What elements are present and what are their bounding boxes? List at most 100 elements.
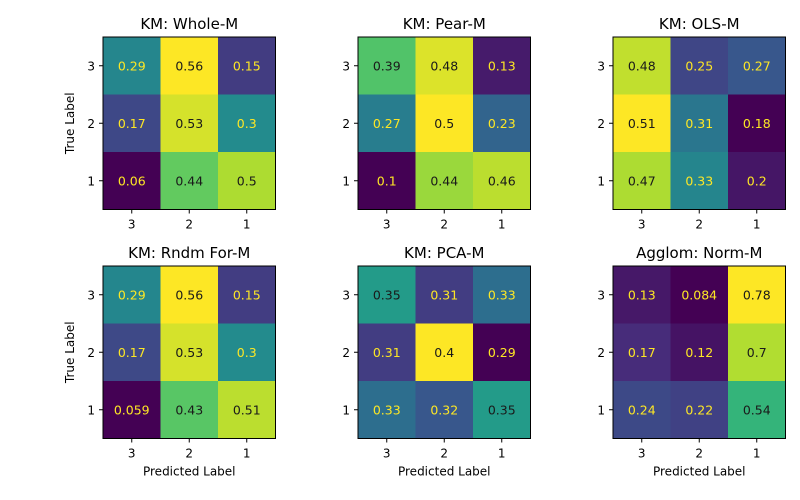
heatmap-cell: [218, 381, 276, 439]
cell-value-label: 0.059: [114, 402, 150, 417]
cell-value-label: 0.48: [430, 58, 458, 73]
cell-value-label: 0.29: [118, 58, 146, 73]
x-tick-label: 1: [498, 447, 506, 461]
cell-value-label: 0.53: [175, 345, 203, 360]
cell-value-label: 0.17: [118, 116, 146, 131]
heatmap-cell: [103, 37, 161, 95]
x-tick-label: 1: [243, 218, 251, 232]
x-tick-label: 3: [383, 447, 391, 461]
cell-value-label: 0.29: [118, 287, 146, 302]
heatmap-cell: [670, 323, 729, 382]
heatmap-cell: [415, 323, 474, 382]
cell-value-label: 0.32: [430, 402, 458, 417]
cell-value-label: 0.48: [628, 58, 656, 73]
cell-value-label: 0.12: [685, 345, 713, 360]
cell-value-label: 0.3: [237, 345, 257, 360]
cell-value-label: 0.22: [685, 402, 713, 417]
y-tick-label: 3: [597, 288, 605, 302]
heatmap-cell: [728, 152, 786, 210]
cell-value-label: 0.33: [488, 287, 516, 302]
heatmap-cell: [415, 37, 474, 95]
y-tick-label: 1: [597, 403, 605, 417]
confusion-matrix-panel: 0.29 0.56 0.15 0.17 0.53 0.3 0.059 0.43 0.51 3 2 1 3…: [63, 244, 276, 479]
cell-value-label: 0.44: [175, 173, 203, 188]
heatmap-cell: [473, 37, 531, 95]
y-tick-label: 1: [87, 403, 95, 417]
panel-title: KM: Whole-M: [140, 15, 238, 33]
x-tick-label: 2: [695, 447, 703, 461]
heatmap-cell: [613, 266, 671, 324]
heatmap-cell: [415, 381, 474, 439]
x-tick-label: 2: [695, 218, 703, 232]
heatmap-cell: [613, 37, 671, 95]
panel-title: KM: OLS-M: [659, 15, 740, 33]
heatmap-cell: [728, 323, 786, 382]
y-axis-label: True Label: [63, 321, 77, 384]
heatmap-cell: [670, 152, 729, 210]
cell-value-label: 0.3: [237, 116, 257, 131]
heatmap-cell: [160, 323, 219, 382]
cell-value-label: 0.47: [628, 173, 656, 188]
heatmap-cell: [728, 381, 786, 439]
heatmap-cell: [358, 266, 416, 324]
x-axis-label: Predicted Label: [143, 465, 236, 479]
cell-value-label: 0.35: [373, 287, 401, 302]
cell-value-label: 0.51: [233, 402, 261, 417]
cell-value-label: 0.13: [628, 287, 656, 302]
y-tick-label: 1: [597, 174, 605, 188]
cell-value-label: 0.39: [373, 58, 401, 73]
cell-value-label: 0.46: [488, 173, 516, 188]
cell-value-label: 0.7: [747, 345, 767, 360]
heatmap-cell: [613, 152, 671, 210]
panel-title: Agglom: Norm-M: [636, 244, 762, 262]
cell-value-label: 0.06: [118, 173, 146, 188]
y-tick-label: 2: [342, 117, 350, 131]
confusion-matrix-panel: 0.13 0.084 0.78 0.17 0.12 0.7 0.24 0.22 0.54 3 2 1 3…: [597, 244, 786, 479]
cell-value-label: 0.53: [175, 116, 203, 131]
cell-value-label: 0.29: [488, 345, 516, 360]
y-tick-label: 3: [87, 288, 95, 302]
cell-value-label: 0.56: [175, 58, 203, 73]
cell-value-label: 0.78: [743, 287, 771, 302]
x-tick-label: 1: [243, 447, 251, 461]
heatmap-cell: [728, 94, 786, 153]
cell-value-label: 0.31: [685, 116, 713, 131]
cell-value-label: 0.5: [237, 173, 257, 188]
cell-value-label: 0.23: [488, 116, 516, 131]
cell-value-label: 0.31: [430, 287, 458, 302]
confusion-matrix-panel: 0.39 0.48 0.13 0.27 0.5 0.23 0.1 0.44 0.46 3 2 1 3 2 1…: [342, 15, 531, 232]
y-axis-label: True Label: [63, 92, 77, 155]
heatmap-cell: [358, 323, 416, 382]
heatmap-cell: [218, 94, 276, 153]
y-tick-label: 2: [597, 117, 605, 131]
heatmap-cell: [160, 381, 219, 439]
heatmap-cell: [160, 266, 219, 324]
heatmap-cell: [358, 381, 416, 439]
heatmap-cell: [358, 37, 416, 95]
heatmap-cell: [728, 37, 786, 95]
y-tick-label: 3: [597, 59, 605, 73]
cell-value-label: 0.35: [488, 402, 516, 417]
heatmap-cell: [160, 94, 219, 153]
heatmap-cell: [670, 37, 729, 95]
heatmap-cell: [218, 266, 276, 324]
cell-value-label: 0.1: [377, 173, 397, 188]
y-tick-label: 2: [87, 346, 95, 360]
y-tick-label: 2: [597, 346, 605, 360]
cell-value-label: 0.33: [685, 173, 713, 188]
x-tick-label: 3: [128, 447, 136, 461]
heatmap-cell: [473, 323, 531, 382]
heatmap-cell: [160, 37, 219, 95]
cell-value-label: 0.56: [175, 287, 203, 302]
cell-value-label: 0.25: [685, 58, 713, 73]
heatmap-cell: [415, 152, 474, 210]
cell-value-label: 0.4: [434, 345, 454, 360]
panel-title: KM: Rndm For-M: [128, 244, 250, 262]
heatmap-cell: [473, 94, 531, 153]
y-tick-label: 2: [87, 117, 95, 131]
cell-value-label: 0.54: [743, 402, 771, 417]
cell-value-label: 0.2: [747, 173, 767, 188]
x-tick-label: 2: [440, 447, 448, 461]
cell-value-label: 0.5: [434, 116, 454, 131]
confusion-matrix-panel: 0.48 0.25 0.27 0.51 0.31 0.18 0.47 0.33 0.2 3 2 1 3 2…: [597, 15, 786, 232]
